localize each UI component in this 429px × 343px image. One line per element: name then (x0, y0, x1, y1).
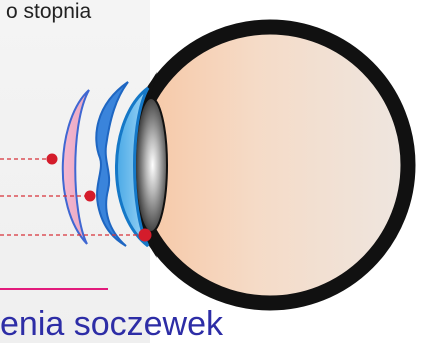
eyeball-outline (124, 19, 416, 311)
marker-dot-1 (46, 153, 58, 165)
marker-dot-2 (84, 190, 96, 202)
cornea-shape (115, 86, 150, 248)
caption-text: o stopnia (6, 0, 92, 23)
title-rule (0, 288, 108, 290)
section-title: enia soczewek (0, 305, 224, 343)
outer-lens-layer (61, 89, 90, 245)
marker-dot-3 (138, 228, 152, 242)
contact-lens-layer (95, 81, 129, 247)
